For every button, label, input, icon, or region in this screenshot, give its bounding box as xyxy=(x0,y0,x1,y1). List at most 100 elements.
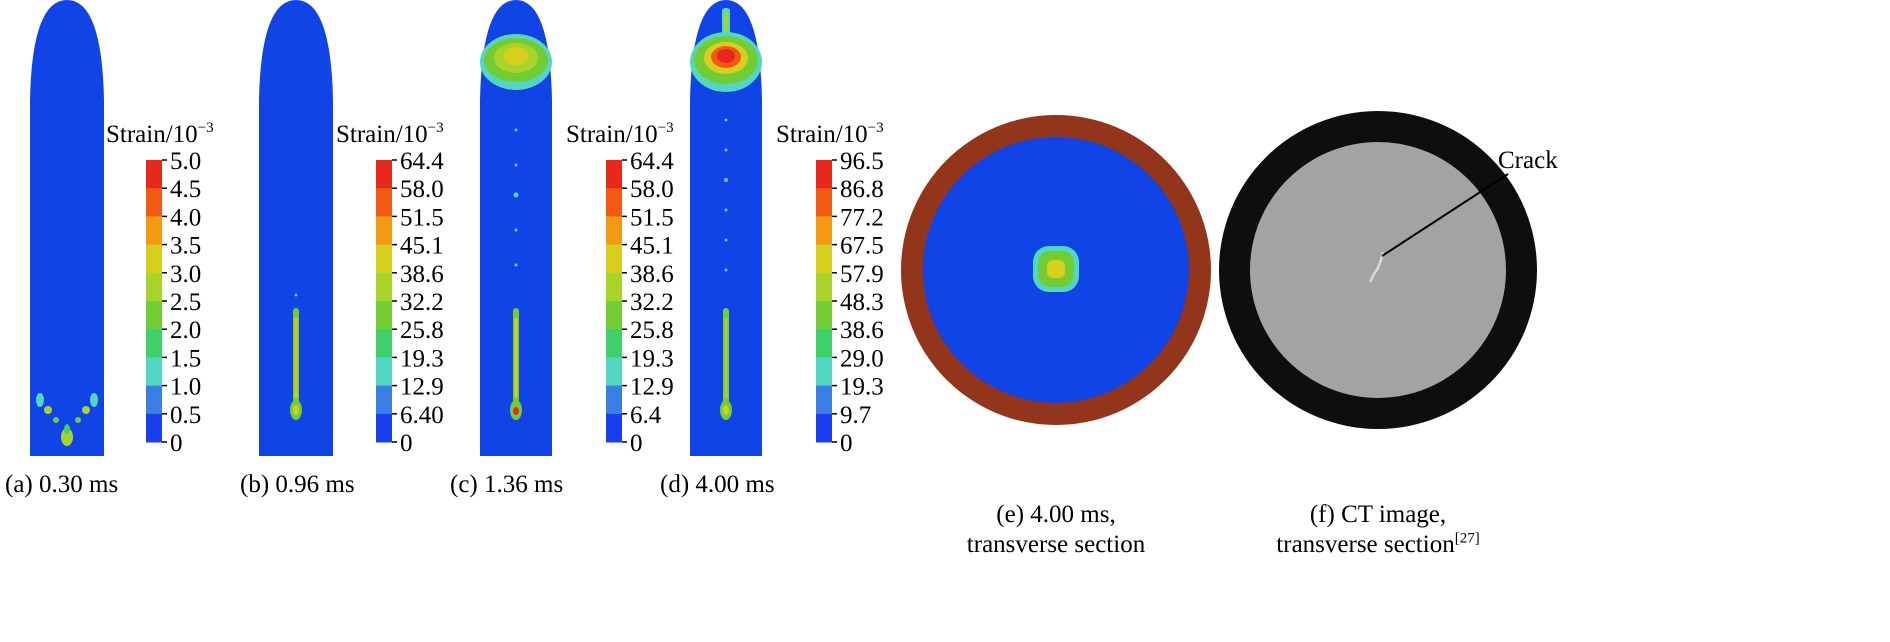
colorbar-segment xyxy=(606,272,622,302)
colorbar-segment xyxy=(146,301,162,330)
strain-spot xyxy=(90,393,98,407)
colorbar-tick-label: 96.5 xyxy=(840,148,884,175)
projectile-body xyxy=(30,0,104,456)
strain-spot xyxy=(1047,260,1065,278)
projectile-contour-a xyxy=(30,0,104,456)
colorbar-segment xyxy=(816,385,832,415)
strain-dot xyxy=(724,148,728,152)
colorbar-tick-label: 38.6 xyxy=(630,261,674,288)
colorbar-segment xyxy=(816,160,832,189)
colorbar-tick-label: 4.0 xyxy=(170,204,201,231)
colorbar-segment xyxy=(606,160,622,189)
strain-zone xyxy=(504,47,528,65)
colorbar-segment xyxy=(816,188,832,217)
colorbar-tick-label: 5.0 xyxy=(170,148,201,175)
strain-spot xyxy=(723,405,729,415)
colorbar-segment xyxy=(146,244,162,274)
caption-e-line1: (e) 4.00 ms, xyxy=(996,501,1116,528)
colorbar-segment xyxy=(606,244,622,274)
colorbar-segment xyxy=(146,160,162,189)
colorbar-tick-label: 12.9 xyxy=(630,374,674,401)
colorbar-segment xyxy=(816,244,832,274)
colorbar-tick-label: 86.8 xyxy=(840,176,884,203)
colorbar-tick-label: 4.5 xyxy=(170,176,201,203)
projectile-contour-c xyxy=(480,0,552,456)
caption-f-ref: [27] xyxy=(1454,530,1480,547)
colorbar-segment xyxy=(606,301,622,330)
caption-c: (c) 1.36 ms xyxy=(450,471,564,498)
colorbar-tick-label: 3.5 xyxy=(170,233,201,260)
colorbar-tick-label: 51.5 xyxy=(400,204,444,231)
colorbar-segment xyxy=(146,357,162,387)
strain-dot xyxy=(724,268,728,272)
caption-d: (d) 4.00 ms xyxy=(660,471,775,498)
colorbar-tick-label: 64.4 xyxy=(400,148,444,175)
ct-image-f: Crack xyxy=(1219,111,1558,429)
colorbar-tick-label: 6.4 xyxy=(630,402,662,429)
colorbar-segment xyxy=(376,357,392,387)
colorbar-tick-label: 19.3 xyxy=(840,374,884,401)
strain-streak xyxy=(514,318,518,398)
colorbar-tick-label: 67.5 xyxy=(840,233,884,260)
colorbar-tick-label: 2.0 xyxy=(170,317,201,344)
crack-label: Crack xyxy=(1498,147,1558,174)
strain-dot xyxy=(724,208,728,212)
colorbar-tick-label: 19.3 xyxy=(630,345,674,372)
colorbar-segment xyxy=(606,413,622,443)
colorbar-segment xyxy=(146,272,162,302)
colorbar-segment xyxy=(146,188,162,217)
colorbar-segment xyxy=(606,188,622,217)
colorbar-tick-label: 3.0 xyxy=(170,261,201,288)
colorbar-tick-label: 9.7 xyxy=(840,402,871,429)
colorbar-segment xyxy=(376,272,392,302)
colorbar-tick-label: 51.5 xyxy=(630,204,674,231)
colorbar-tick-label: 38.6 xyxy=(400,261,444,288)
colorbar-segment xyxy=(816,357,832,387)
panel-d: Strain/10−3 96.5 86.8 77.2 67.5 57.9 48.3 38.6 2… xyxy=(660,0,900,642)
strain-dot xyxy=(514,263,518,267)
colorbar-tick-label: 32.2 xyxy=(400,289,444,316)
panel-e: (e) 4.00 ms, transverse section xyxy=(900,0,1220,642)
strain-spot xyxy=(36,393,44,407)
strain-dot xyxy=(513,192,519,198)
colorbar-c: Strain/10−364.458.051.545.138.632.225.81… xyxy=(566,120,674,457)
colorbar-segment xyxy=(816,301,832,330)
strain-spot xyxy=(75,417,81,423)
colorbar-tick-label: 2.5 xyxy=(170,289,201,316)
strain-spot xyxy=(64,424,70,434)
colorbar-segment xyxy=(376,216,392,246)
colorbar-segment xyxy=(606,329,622,358)
strain-spot xyxy=(61,428,73,446)
projectile-contour-b xyxy=(259,0,333,456)
colorbar-tick-label: 25.8 xyxy=(400,317,444,344)
strain-spot xyxy=(82,406,90,414)
colorbar-segment xyxy=(146,413,162,443)
colorbar-segment xyxy=(376,301,392,330)
transverse-section-e xyxy=(901,115,1211,425)
strain-dot xyxy=(294,293,298,297)
colorbar-tick-label: 58.0 xyxy=(630,176,674,203)
colorbar-tick-label: 0 xyxy=(630,430,643,457)
colorbar-segment xyxy=(376,188,392,217)
colorbar-tick-label: 1.0 xyxy=(170,374,201,401)
strain-streak xyxy=(724,12,728,32)
caption-e: (e) 4.00 ms, transverse section xyxy=(900,500,1212,560)
colorbar-segment xyxy=(816,216,832,246)
colorbar-tick-label: 0 xyxy=(400,430,413,457)
panel-c: Strain/10−3 64.4 58.0 51.5 45.1 38.6 32.2 25.8 1… xyxy=(450,0,690,642)
colorbar-tick-label: 58.0 xyxy=(400,176,444,203)
strain-dot xyxy=(724,178,728,182)
strain-streak xyxy=(724,318,728,398)
strain-dot xyxy=(514,228,518,232)
strain-zone xyxy=(717,49,735,63)
strain-spot xyxy=(513,407,519,415)
panel-b: Strain/10−3 64.4 58.0 51.5 45.1 38.6 32.2 25.8 1… xyxy=(230,0,460,642)
projectile-body xyxy=(690,0,762,456)
colorbar-segment xyxy=(606,357,622,387)
projectile-body xyxy=(480,0,552,456)
strain-dot xyxy=(514,128,518,132)
colorbar-segment xyxy=(816,329,832,358)
strain-spot xyxy=(293,405,299,415)
strain-label: Strain/10−3 xyxy=(106,120,214,148)
colorbar-segment xyxy=(146,216,162,246)
